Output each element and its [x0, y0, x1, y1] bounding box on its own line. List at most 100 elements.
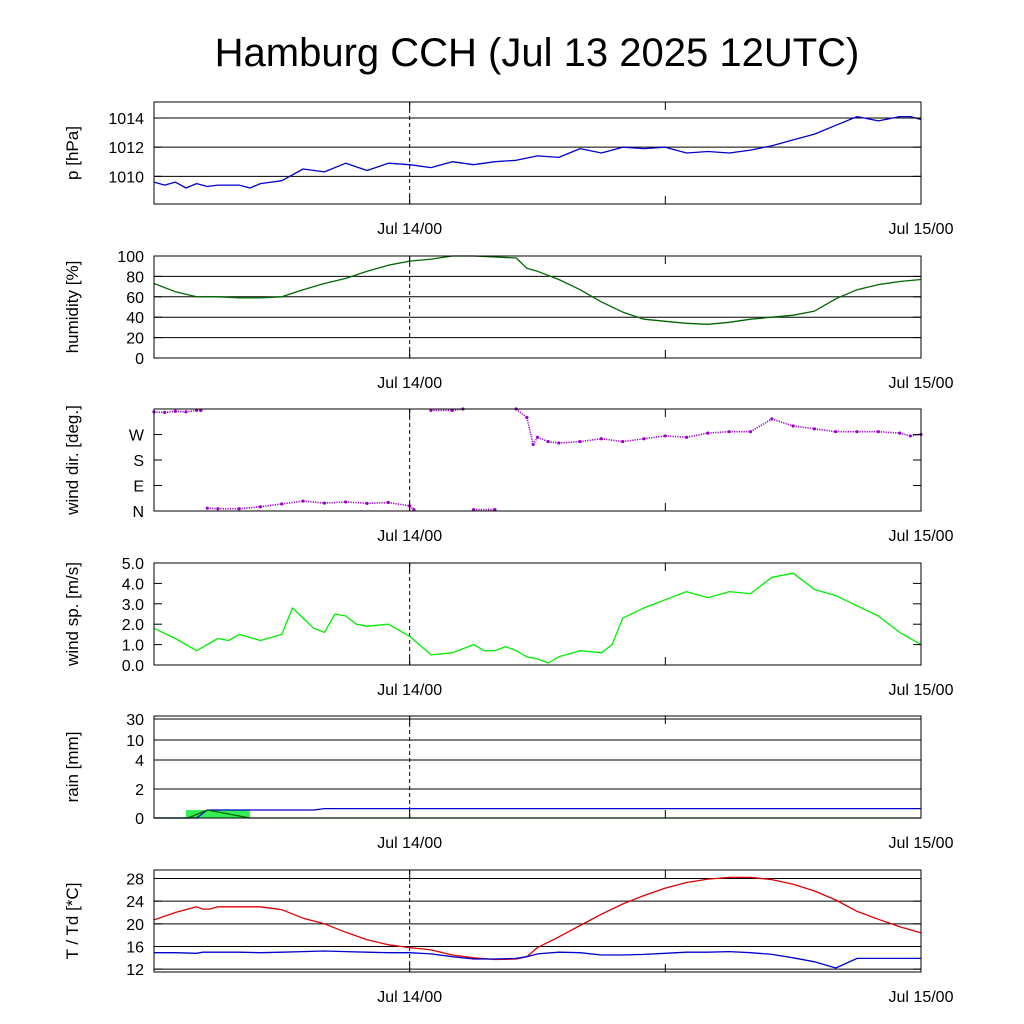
data-point — [199, 408, 203, 413]
y-tick-label: 3.0 — [122, 597, 144, 614]
data-point-trail — [324, 501, 346, 504]
series-line-humidity-0 — [153, 255, 922, 325]
x-tick-label: Jul 15/00 — [889, 682, 954, 699]
plot-frame — [153, 562, 922, 666]
x-tick-label: Jul 15/00 — [889, 375, 954, 392]
plot-frame — [153, 408, 922, 512]
data-point-trail — [175, 410, 187, 413]
y-axis-label: wind dir. [deg.] — [63, 405, 82, 516]
x-tick-label: Jul 14/00 — [377, 221, 442, 238]
x-tick-label: Jul 15/00 — [889, 835, 954, 852]
x-tick-label: Jul 14/00 — [377, 989, 442, 1006]
data-point — [412, 507, 416, 512]
y-tick-label: 20 — [126, 331, 144, 348]
y-axis-label: humidity [%] — [63, 261, 82, 354]
y-tick-label: 0.0 — [122, 658, 144, 675]
y-tick-label: 1014 — [108, 111, 144, 128]
series-line-temperature-Td — [154, 950, 921, 969]
x-tick-label: Jul 14/00 — [377, 528, 442, 545]
data-point-trail — [793, 425, 815, 430]
data-point-trail — [409, 505, 415, 511]
y-axis-label: rain [mm] — [63, 732, 82, 803]
data-point-trail — [345, 501, 368, 505]
data-point-trail — [580, 437, 602, 443]
data-point-trail — [643, 435, 666, 440]
x-tick-label: Jul 14/00 — [377, 375, 442, 392]
y-tick-label: 1010 — [108, 169, 144, 186]
x-tick-label: Jul 15/00 — [889, 221, 954, 238]
series-wind-direction — [152, 407, 923, 512]
y-tick-label: 1.0 — [122, 638, 144, 655]
data-point-trail — [281, 500, 304, 505]
y-tick-label: 80 — [126, 269, 144, 286]
y-tick-label: 4 — [135, 753, 144, 770]
y-tick-label: E — [133, 479, 144, 496]
series-line-rain-hourly — [154, 809, 921, 819]
y-tick-label: 12 — [126, 962, 144, 979]
data-point-trail — [899, 432, 911, 437]
x-tick-label: Jul 15/00 — [889, 528, 954, 545]
y-tick-label: 100 — [117, 249, 144, 266]
series-line-temperature-T — [153, 876, 922, 961]
y-tick-label: 2.0 — [122, 617, 144, 634]
data-point-trail — [558, 440, 581, 444]
plot-frame — [153, 869, 922, 973]
data-point-trail — [910, 433, 922, 437]
data-point-trail — [452, 408, 464, 412]
panel-rain: 0 2 4 10 30 Jul 14/00 Jul 15/00 rain [mm] — [63, 712, 954, 852]
y-tick-label: 0 — [135, 811, 144, 828]
x-tick-label: Jul 14/00 — [377, 835, 442, 852]
data-point-trail — [814, 428, 836, 433]
data-point-trail — [388, 501, 410, 507]
data-point-trail — [707, 430, 730, 434]
x-tick-label: Jul 14/00 — [377, 682, 442, 699]
y-tick-label: S — [133, 453, 144, 470]
y-tick-label: 10 — [126, 733, 144, 750]
data-point-trail — [164, 410, 176, 414]
data-point-trail — [686, 432, 709, 439]
data-point-trail — [239, 505, 261, 510]
data-point-trail — [303, 500, 325, 504]
y-tick-label: 1012 — [108, 140, 144, 157]
data-point-trail — [878, 430, 900, 434]
y-axis-label: wind sp. [m/s] — [63, 562, 82, 667]
y-tick-label: 16 — [126, 940, 144, 957]
y-tick-label: 0 — [135, 351, 144, 368]
data-point-trail — [750, 418, 773, 433]
plot-frame — [153, 255, 922, 359]
y-tick-label: 60 — [126, 290, 144, 307]
series-line-rain-accumulated — [154, 807, 921, 819]
plot-frame — [153, 101, 922, 205]
data-point-trail — [185, 409, 197, 413]
series-line-wind_speed-0 — [153, 572, 922, 664]
data-point-trail — [601, 437, 623, 443]
y-tick-label: 24 — [126, 894, 144, 911]
data-point-trail — [665, 435, 687, 439]
data-point-trail — [771, 418, 794, 427]
y-tick-label: 5.0 — [122, 556, 144, 573]
y-tick-label: 4.0 — [122, 576, 144, 593]
y-tick-label: N — [132, 504, 144, 521]
y-tick-label: 2 — [135, 782, 144, 799]
y-tick-label: 20 — [126, 917, 144, 934]
data-point-trail — [207, 507, 218, 510]
series-line-pressure-0 — [153, 115, 922, 189]
y-axis-label: T / Td [*C] — [63, 883, 82, 960]
y-tick-label: W — [129, 428, 145, 445]
data-point — [493, 507, 497, 512]
y-axis-label: p [hPa] — [63, 126, 82, 180]
data-point-trail — [537, 436, 549, 443]
y-tick-label: 40 — [126, 310, 144, 327]
panel-temperature: 12 16 20 24 28 Jul 14/00 Jul 15/00 T / Td [*C] — [63, 869, 954, 1006]
chart-title: Hamburg CCH (Jul 13 2025 12UTC) — [215, 31, 860, 75]
data-point-trail — [367, 501, 389, 505]
y-tick-label: 28 — [126, 872, 144, 889]
data-point-trail — [515, 408, 528, 419]
rain-bar — [185, 810, 250, 818]
data-point-trail — [153, 411, 165, 414]
data-point-trail — [526, 417, 535, 445]
plot-frame — [153, 715, 922, 819]
